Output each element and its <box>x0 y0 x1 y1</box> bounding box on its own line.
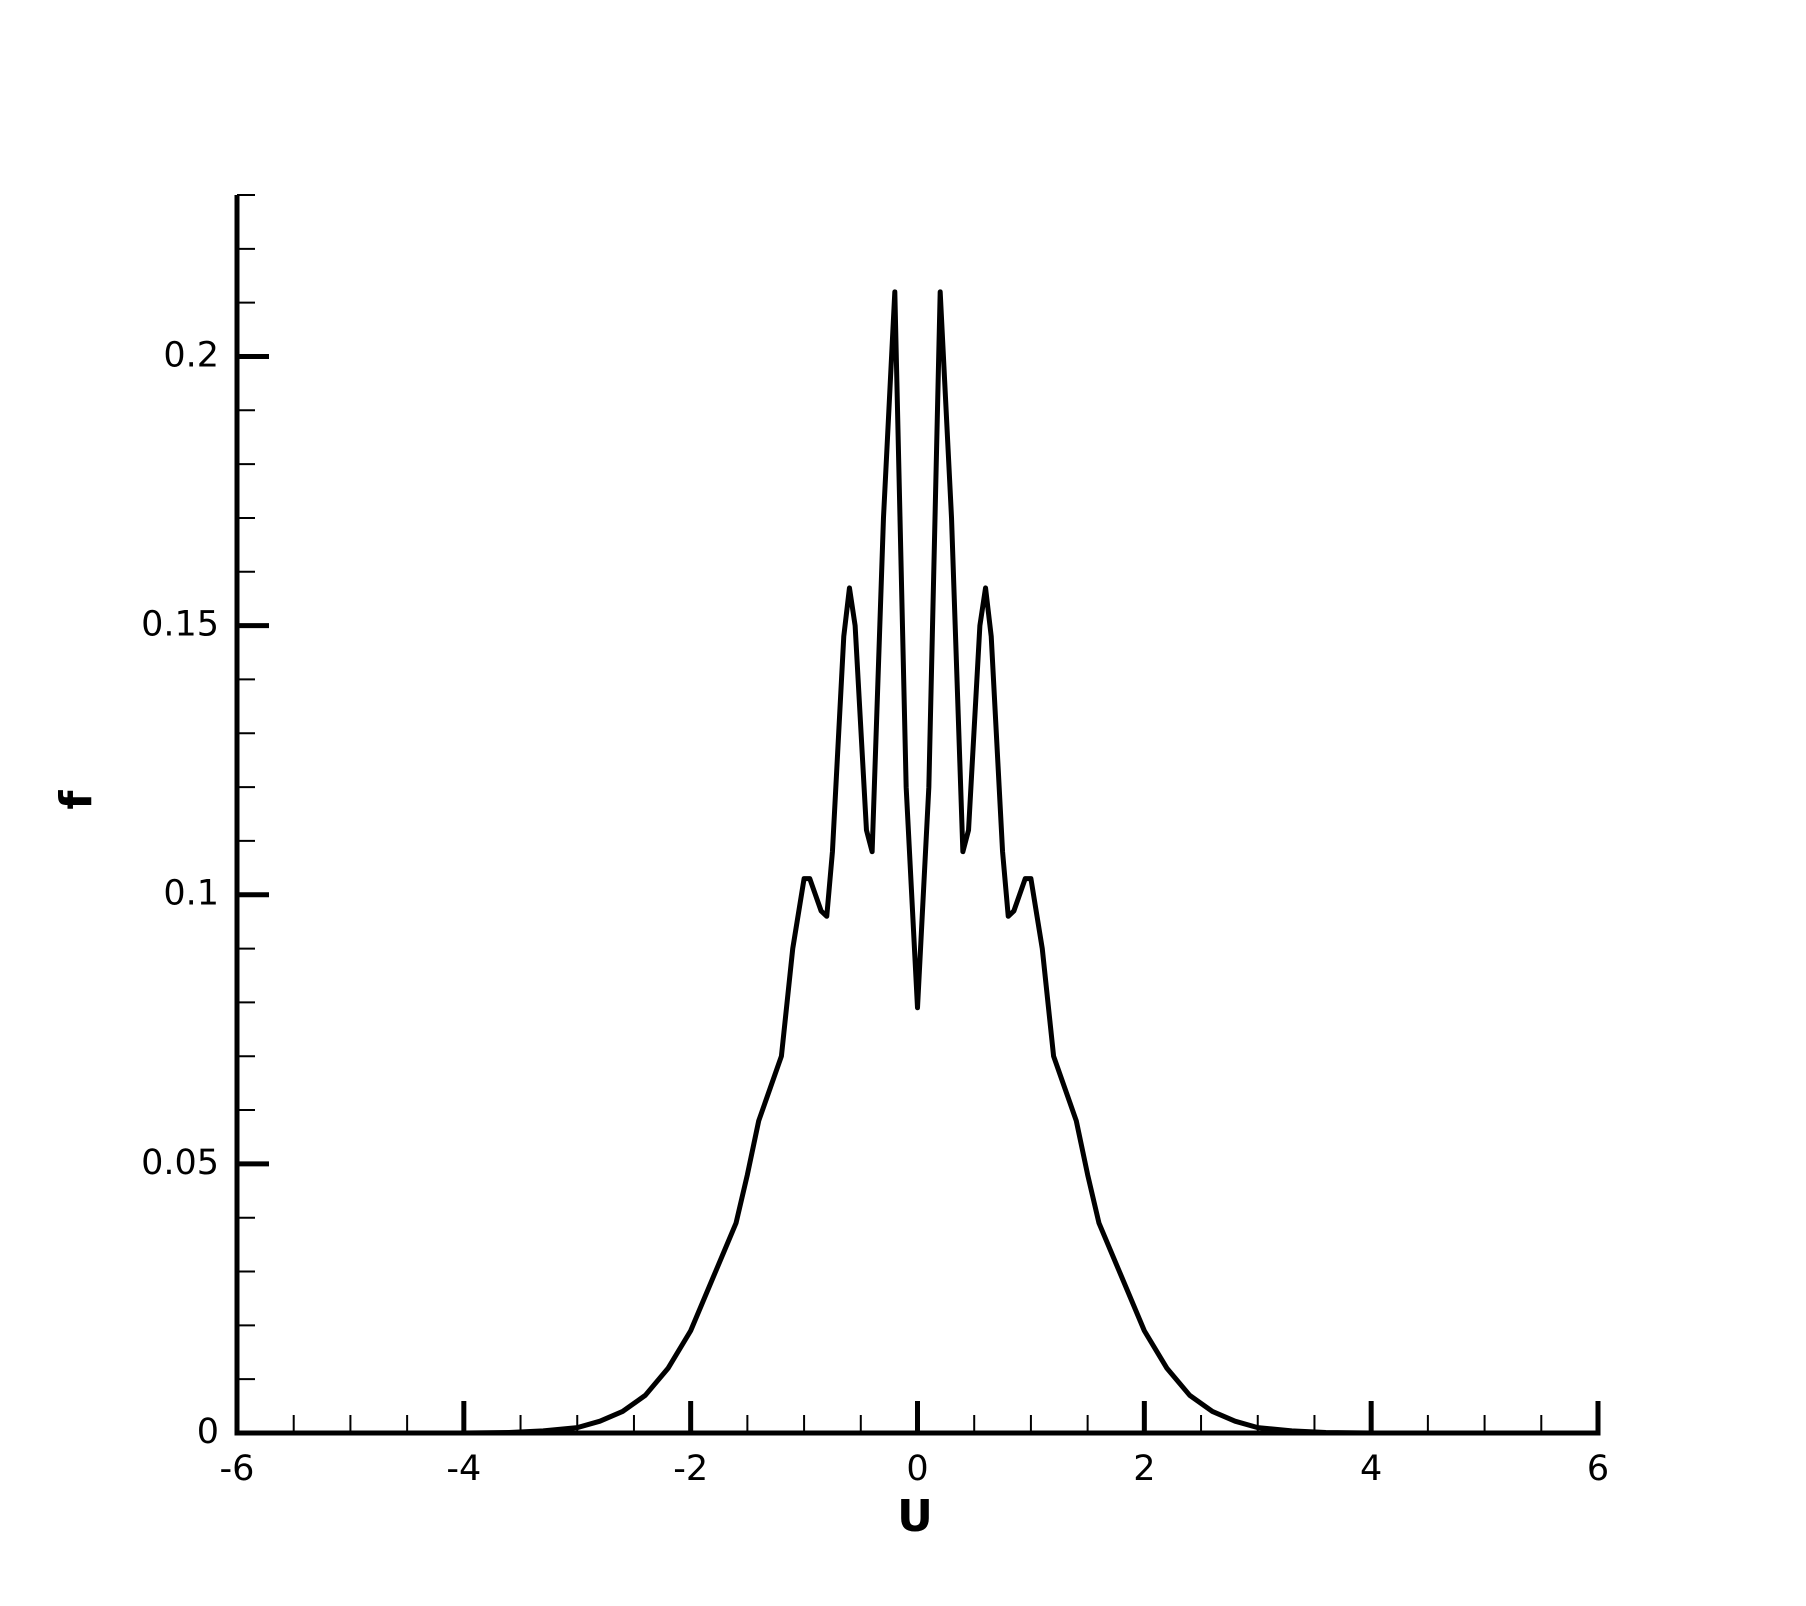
x-tick-label: 0 <box>906 1449 928 1489</box>
y-axis-label: f <box>51 790 102 810</box>
y-tick-label: 0.15 <box>141 605 219 645</box>
x-tick-label: 2 <box>1133 1449 1155 1489</box>
y-tick-label: 0.2 <box>163 335 219 375</box>
x-tick-label: -6 <box>220 1449 255 1489</box>
y-tick-label: 0.05 <box>141 1143 219 1183</box>
data-line <box>237 289 1598 1436</box>
x-tick-label: 4 <box>1360 1449 1382 1489</box>
x-tick-label: -2 <box>673 1449 708 1489</box>
y-tick-label: 0 <box>197 1412 219 1452</box>
x-axis-label: U <box>897 1491 933 1542</box>
x-tick-label: -4 <box>446 1449 481 1489</box>
y-tick-label: 0.1 <box>163 874 219 914</box>
x-tick-label: 6 <box>1587 1449 1609 1489</box>
